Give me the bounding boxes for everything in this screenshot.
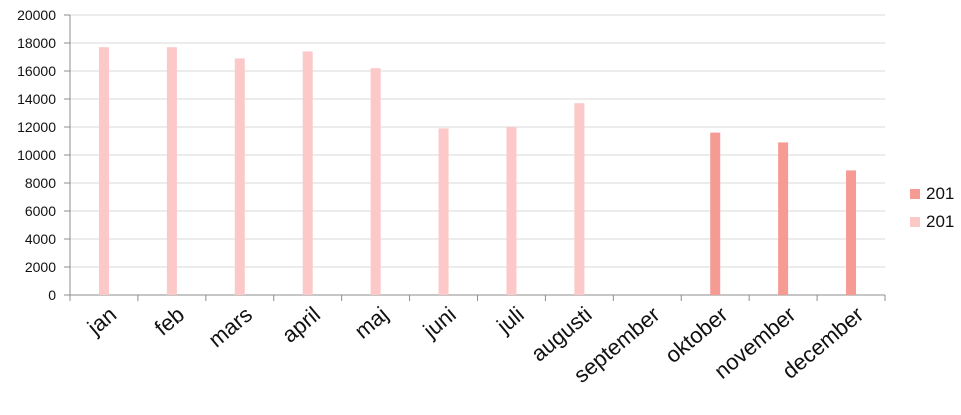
- bar-juli: [506, 127, 517, 295]
- x-tick-label-feb: feb: [150, 302, 190, 341]
- axes: [64, 14, 886, 301]
- gridlines: [70, 14, 885, 268]
- x-tick-label-mars: mars: [203, 302, 257, 353]
- y-tick-label: 4000: [25, 231, 56, 247]
- bars: [98, 47, 857, 296]
- y-tick-label: 12000: [17, 119, 56, 135]
- bar-april: [302, 51, 313, 296]
- bar-maj: [370, 68, 381, 295]
- x-tick-label-juli: juli: [491, 302, 528, 339]
- bar-jan: [98, 47, 109, 296]
- legend-label: 201: [926, 184, 954, 203]
- y-tick-label: 20000: [17, 7, 56, 23]
- legend-label: 201: [926, 212, 954, 231]
- bar-november: [778, 142, 789, 295]
- y-tick-label: 0: [48, 287, 56, 303]
- bar-december: [846, 170, 857, 295]
- legend-swatch: [910, 189, 920, 199]
- bar-augusti: [574, 103, 585, 295]
- y-tick-label: 16000: [17, 63, 56, 79]
- x-tick-label-maj: maj: [350, 302, 393, 344]
- x-tick-label-juni: juni: [418, 302, 461, 344]
- y-tick-label: 2000: [25, 259, 56, 275]
- y-tick-label: 14000: [17, 91, 56, 107]
- y-tick-label: 6000: [25, 203, 56, 219]
- x-tick-label-jan: jan: [82, 302, 121, 341]
- y-tick-label: 18000: [17, 35, 56, 51]
- legend-swatch: [910, 217, 920, 227]
- bar-feb: [166, 47, 177, 296]
- bar-oktober: [710, 132, 721, 295]
- y-tick-label: 8000: [25, 175, 56, 191]
- y-tick-label: 10000: [17, 147, 56, 163]
- bar-juni: [438, 128, 449, 295]
- x-tick-label-april: april: [277, 302, 325, 348]
- bar-mars: [234, 58, 245, 296]
